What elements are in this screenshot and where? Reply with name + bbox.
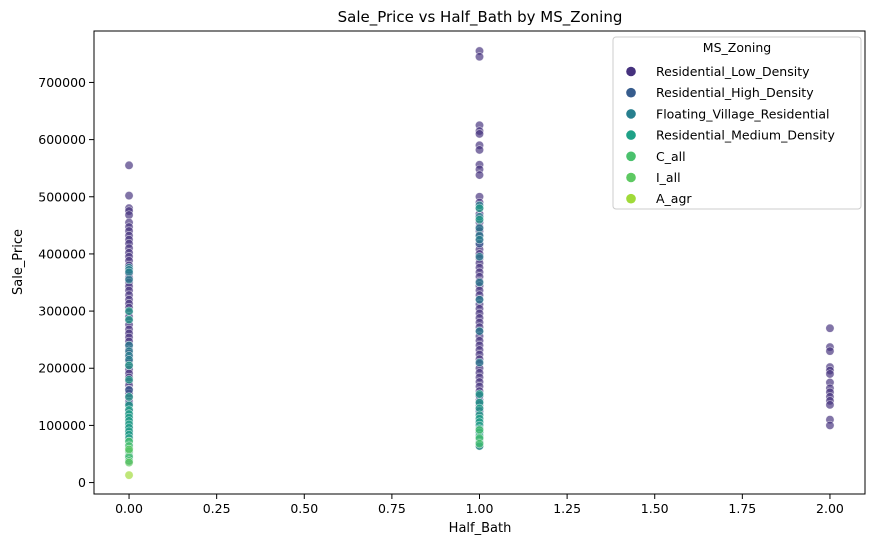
data-point xyxy=(474,278,484,288)
data-point xyxy=(825,346,835,356)
legend-item: Residential_Low_Density xyxy=(626,64,810,79)
data-point xyxy=(124,275,134,285)
x-tick-label: 2.00 xyxy=(816,501,844,516)
legend-item: I_all xyxy=(626,170,681,185)
chart-title: Sale_Price vs Half_Bath by MS_Zoning xyxy=(338,8,623,27)
legend-label: Residential_High_Density xyxy=(656,85,814,100)
data-point xyxy=(474,203,484,213)
data-point xyxy=(825,323,835,333)
data-point xyxy=(474,170,484,180)
data-point xyxy=(124,315,134,325)
data-point xyxy=(124,360,134,370)
data-point xyxy=(474,252,484,262)
points-layer xyxy=(124,46,835,480)
x-tick-label: 0.00 xyxy=(115,501,143,516)
data-point xyxy=(825,369,835,379)
legend-title: MS_Zoning xyxy=(703,40,771,55)
data-point xyxy=(474,129,484,139)
data-point xyxy=(124,458,134,468)
y-tick-label: 100000 xyxy=(38,418,86,433)
x-tick-label: 1.50 xyxy=(641,501,669,516)
legend-box xyxy=(612,36,862,210)
legend-label: A_agr xyxy=(656,191,692,206)
legend-label: Residential_Low_Density xyxy=(656,64,810,79)
y-tick-label: 500000 xyxy=(38,189,86,204)
y-tick-label: 200000 xyxy=(38,361,86,376)
x-tick-label: 1.00 xyxy=(466,501,494,516)
legend-marker xyxy=(626,130,636,140)
y-tick-label: 300000 xyxy=(38,304,86,319)
data-point xyxy=(474,215,484,225)
legend-marker xyxy=(626,193,636,204)
legend-label: I_all xyxy=(656,170,681,185)
y-axis-label: Sale_Price xyxy=(11,229,26,295)
x-tick-label: 0.50 xyxy=(290,501,318,516)
data-point xyxy=(474,439,484,449)
legend-item: A_agr xyxy=(626,191,692,206)
data-point xyxy=(474,425,484,435)
legend-marker xyxy=(626,66,636,77)
data-point xyxy=(124,306,134,316)
legend-item: Residential_High_Density xyxy=(626,85,814,100)
legend-items: Residential_Low_Density Residential_High_… xyxy=(626,64,835,206)
y-tick-label: 0 xyxy=(78,475,86,490)
x-tick-label: 0.75 xyxy=(378,501,406,516)
legend-label: Residential_Medium_Density xyxy=(656,128,835,143)
x-axis: 0.00 0.25 0.50 0.75 1.00 1.25 1.50 1.75 2.00 xyxy=(115,494,844,516)
data-point xyxy=(124,470,134,480)
x-axis-label: Half_Bath xyxy=(449,521,512,536)
series-6 xyxy=(124,470,134,480)
legend-marker xyxy=(626,109,636,119)
y-axis: 0 100000 200000 300000 400000 500000 600000 700… xyxy=(38,75,94,490)
y-tick-label: 700000 xyxy=(38,75,86,90)
data-point xyxy=(124,444,134,454)
series-5 xyxy=(124,444,134,468)
legend-marker xyxy=(626,172,636,183)
legend-item: C_all xyxy=(626,149,686,164)
y-tick-label: 600000 xyxy=(38,132,86,147)
data-point xyxy=(474,326,484,336)
data-point xyxy=(124,191,134,201)
legend-label: C_all xyxy=(656,149,686,164)
legend-marker xyxy=(626,87,636,98)
x-tick-label: 1.75 xyxy=(728,501,756,516)
data-point xyxy=(474,52,484,62)
legend: MS_Zoning Residential_Low_DensityResiden… xyxy=(612,36,862,210)
data-point xyxy=(825,420,835,430)
data-point xyxy=(124,392,134,402)
data-point xyxy=(825,400,835,410)
y-tick-label: 400000 xyxy=(38,246,86,261)
x-tick-label: 0.25 xyxy=(203,501,231,516)
legend-item: Residential_Medium_Density xyxy=(626,128,835,143)
legend-item: Floating_Village_Residential xyxy=(626,106,830,121)
data-point xyxy=(474,145,484,155)
legend-label: Floating_Village_Residential xyxy=(656,106,830,121)
data-point xyxy=(124,160,134,170)
data-point xyxy=(124,375,134,385)
legend-marker xyxy=(626,151,636,162)
x-tick-label: 1.25 xyxy=(553,501,581,516)
data-point xyxy=(474,358,484,368)
data-point xyxy=(474,235,484,245)
data-point xyxy=(474,389,484,399)
data-point xyxy=(474,295,484,305)
